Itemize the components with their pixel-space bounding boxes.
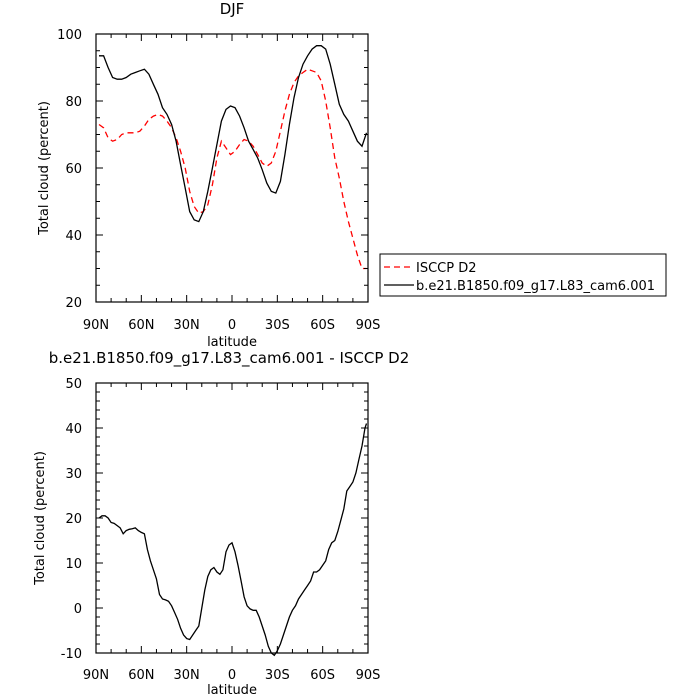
y-axis-label: Total cloud (percent) (33, 451, 48, 586)
legend-label-2: b.e21.B1850.f09_g17.L83_cam6.001 (416, 279, 655, 294)
x-tick-label: 30S (265, 668, 290, 683)
x-axis-label: latitude (207, 683, 257, 698)
series-line-1 (98, 423, 368, 657)
x-tick-label: 90S (356, 668, 381, 683)
y-tick-label: 20 (65, 296, 82, 311)
x-tick-label: 0 (228, 318, 236, 333)
y-tick-label: 30 (65, 467, 82, 482)
y-tick-label: 40 (65, 229, 82, 244)
x-tick-label: 60N (128, 668, 154, 683)
series-line-1 (98, 68, 367, 270)
x-tick-label: 90N (83, 668, 109, 683)
series-line-2 (99, 45, 368, 223)
x-tick-label: 30N (174, 318, 200, 333)
legend: ISCCP D2 b.e21.B1850.f09_g17.L83_cam6.001 (379, 253, 667, 297)
y-tick-label: 60 (65, 162, 82, 177)
y-tick-label: 40 (65, 422, 82, 437)
x-tick-label: 60S (310, 668, 335, 683)
y-tick-label: 0 (74, 602, 82, 617)
x-tick-label: 60S (310, 318, 335, 333)
x-axis-label: latitude (207, 335, 257, 350)
chart-title: DJF (220, 0, 245, 18)
plot-frame (95, 382, 369, 654)
legend-box (379, 253, 667, 297)
y-tick-label: 10 (65, 557, 82, 572)
y-tick-label: 20 (65, 512, 82, 527)
x-tick-label: 30N (174, 668, 200, 683)
x-tick-label: 90N (83, 318, 109, 333)
x-tick-label: 60N (128, 318, 154, 333)
y-tick-label: 80 (65, 95, 82, 110)
x-tick-label: 30S (265, 318, 290, 333)
chart-panel-2: b.e21.B1850.f09_g17.L83_cam6.001 - ISCCP… (33, 349, 409, 698)
y-tick-label: 50 (65, 377, 82, 392)
x-tick-label: 0 (228, 668, 236, 683)
legend-label-1: ISCCP D2 (416, 261, 477, 276)
y-axis-label: Total cloud (percent) (37, 101, 52, 236)
x-tick-label: 90S (356, 318, 381, 333)
y-tick-label: -10 (61, 647, 82, 662)
plot-frame (95, 33, 369, 303)
chart-title: b.e21.B1850.f09_g17.L83_cam6.001 - ISCCP… (49, 349, 410, 368)
y-tick-label: 100 (57, 28, 82, 43)
chart-panel-1: DJF 90N 60N 30N 0 30S 60S 90S 20 40 60 80 100 latitud… (37, 0, 667, 350)
